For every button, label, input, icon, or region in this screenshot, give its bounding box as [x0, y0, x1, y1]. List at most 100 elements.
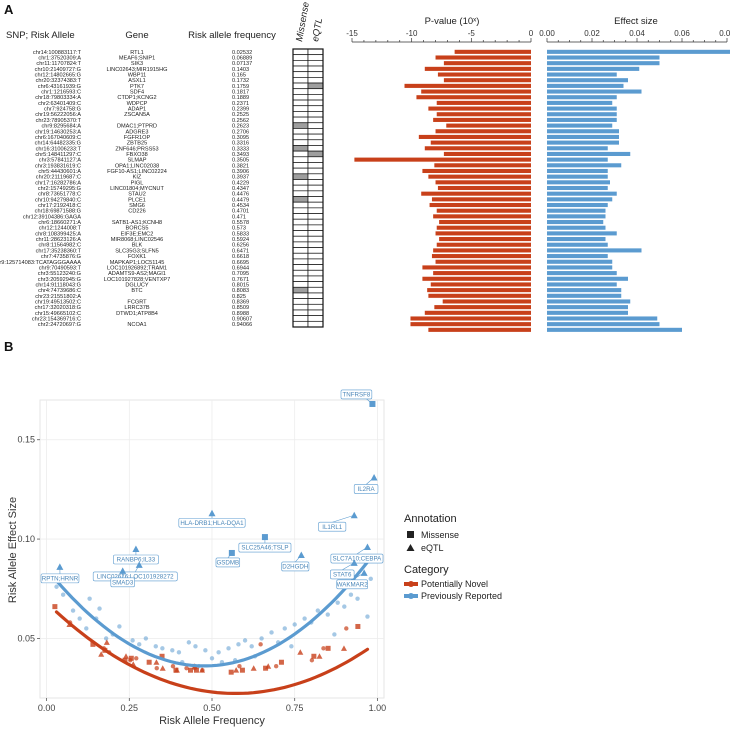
effect-bar [547, 237, 606, 241]
scatter-legend: Annotation Missense eQTL Category Potent… [404, 513, 502, 601]
pvalue-bar [431, 141, 531, 145]
missense-cell [293, 231, 308, 237]
effect-bar [547, 271, 617, 275]
gene-cell: DTWD1;ATP8B4 [116, 311, 158, 317]
missense-cell [293, 55, 308, 61]
effect-bar [547, 61, 660, 65]
eqtl-cell [308, 231, 323, 237]
pvalue-bar [437, 101, 531, 105]
novel-point [344, 626, 348, 630]
missense-cell [293, 89, 308, 95]
pvalue-bar [436, 55, 531, 59]
missense-cell [293, 299, 308, 305]
pvalue-bar [430, 203, 531, 207]
missense-cell [293, 265, 308, 271]
novel-point-square [194, 668, 199, 673]
reported-point [326, 612, 330, 616]
pvalue-bar [425, 146, 531, 150]
missense-cell [293, 140, 308, 146]
pvalue-bar [444, 152, 531, 156]
missense-cell [293, 214, 308, 220]
point-label-text: WAKMAR2 [337, 581, 369, 588]
missense-cell [293, 179, 308, 185]
novel-point-square [229, 670, 234, 675]
eqtl-cell [308, 83, 323, 89]
missense-cell [293, 111, 308, 117]
pvalue-tick-label: -5 [468, 29, 476, 38]
eqtl-column-header: eQTL [310, 17, 325, 42]
eqtl-cell [308, 208, 323, 214]
eqtl-cell [308, 191, 323, 197]
pvalue-bar [428, 107, 531, 111]
reported-point [84, 626, 88, 630]
novel-point [200, 668, 204, 672]
missense-cell [293, 287, 308, 293]
eqtl-cell [308, 111, 323, 117]
missense-cell [293, 304, 308, 310]
missense-cell [293, 316, 308, 322]
missense-cell [293, 123, 308, 129]
eqtl-cell [308, 197, 323, 203]
missense-cell [293, 242, 308, 248]
effect-bar [547, 84, 624, 88]
reported-point [170, 648, 174, 652]
pvalue-bar [428, 328, 531, 332]
panel-b-letter: B [4, 339, 13, 354]
pvalue-bar [428, 294, 531, 298]
effect-panel-title: Effect size [614, 16, 658, 27]
reported-point [236, 642, 240, 646]
effect-bar [547, 197, 612, 201]
reported-point [210, 656, 214, 660]
effect-bar [547, 192, 617, 196]
reported-point [97, 606, 101, 610]
eqtl-cell [308, 66, 323, 72]
missense-cell [293, 253, 308, 259]
effect-bar [547, 277, 628, 281]
pvalue-bar [438, 72, 531, 76]
eqtl-cell [308, 89, 323, 95]
gene-cell: BTC [131, 288, 142, 294]
point-label-text: D2HGDH [282, 564, 308, 571]
missense-cell [293, 157, 308, 163]
eqtl-cell [308, 242, 323, 248]
eqtl-cell [308, 236, 323, 242]
missense-cell [293, 293, 308, 299]
missense-cell [293, 49, 308, 55]
effect-bar [547, 112, 617, 116]
eqtl-cell [308, 55, 323, 61]
missense-cell [293, 60, 308, 66]
pvalue-bars [354, 50, 531, 332]
eqtl-cell [308, 202, 323, 208]
eqtl-cell [308, 123, 323, 129]
point-label-text: SLC7A10;CEBPA [333, 556, 383, 563]
pvalue-bar [422, 169, 531, 173]
pvalue-panel-title: P-value (10ˣ) [425, 16, 480, 27]
effect-bar [547, 311, 628, 315]
legend-reported-label: Previously Reported [421, 591, 502, 601]
reported-point [203, 648, 207, 652]
effect-bar [547, 95, 617, 99]
effect-tick-label: 0.04 [629, 29, 645, 38]
point-label-text: GSDMB [216, 560, 239, 567]
missense-cell [293, 77, 308, 83]
effect-bar [547, 175, 608, 179]
freq-column-header: Risk allele frequency [188, 30, 276, 41]
missense-cell [293, 117, 308, 123]
missense-cell [293, 134, 308, 140]
pvalue-bar [433, 118, 531, 122]
point-label-text: TNFRSF8 [343, 392, 371, 399]
eqtl-cell [308, 282, 323, 288]
reported-point [117, 624, 121, 628]
reported-point [292, 622, 296, 626]
eqtl-cell [308, 270, 323, 276]
novel-point-square [147, 660, 152, 665]
eqtl-cell [308, 299, 323, 305]
novel-point [155, 666, 159, 670]
novel-point-square [355, 624, 360, 629]
pvalue-bar [437, 209, 531, 213]
novel-point-square [52, 604, 57, 609]
effect-bar [547, 186, 608, 190]
